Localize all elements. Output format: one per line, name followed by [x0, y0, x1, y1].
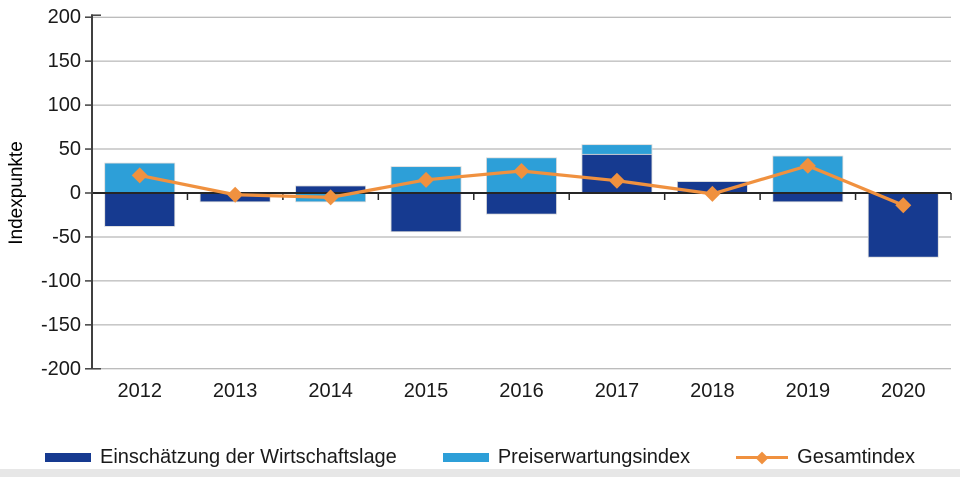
legend-label: Preiserwartungsindex	[497, 446, 691, 468]
x-tick-label: 2015	[404, 380, 449, 402]
x-tick-label: 2017	[595, 380, 640, 402]
legend-line-swatch	[736, 451, 789, 464]
x-tick-label: 2012	[117, 380, 162, 402]
line-marker-diamond	[608, 172, 625, 189]
legend-bar-swatch	[45, 453, 91, 462]
y-axis-title: Indexpunkte	[6, 141, 27, 245]
y-tick-label: -50	[52, 226, 81, 248]
chart-legend: Einschätzung der Wirtschaftslage Preiserw…	[0, 446, 960, 469]
y-tick-label: 100	[48, 94, 81, 116]
line-marker-diamond	[799, 157, 816, 174]
y-tick-label: -150	[41, 314, 81, 336]
legend-bar-swatch	[442, 453, 489, 462]
bar-segment	[390, 192, 462, 233]
line-marker-diamond	[704, 185, 721, 202]
legend-item: Gesamtindex	[736, 446, 915, 469]
y-tick-label: 150	[48, 50, 81, 72]
line-marker-diamond	[513, 163, 530, 180]
x-tick-label: 2018	[690, 380, 735, 402]
line-marker-diamond	[418, 171, 435, 188]
x-tick-label: 2019	[786, 380, 831, 402]
legend-label: Gesamtindex	[797, 446, 915, 468]
x-tick-label: 2016	[499, 380, 544, 402]
y-tick-label: -100	[41, 270, 81, 292]
y-tick-label: 200	[48, 6, 81, 28]
bottom-strip	[0, 469, 960, 477]
plot-area: -200 -150 -100 -50 0 50 100 150 200 2012 2013 2014 2…	[41, 6, 952, 402]
legend-diamond-icon	[755, 451, 769, 464]
y-tick-label: 0	[70, 182, 81, 204]
bar-segment	[772, 192, 844, 203]
y-tick-label: 50	[59, 138, 81, 160]
line-marker-diamond	[227, 186, 244, 203]
x-tick-label: 2020	[881, 380, 926, 402]
bar-segment	[581, 144, 653, 155]
line-marker-diamond	[131, 167, 148, 184]
bar-segment	[104, 192, 176, 227]
x-tick-label: 2013	[213, 380, 258, 402]
bar-segment	[486, 192, 557, 215]
line-marker-diamond	[895, 197, 912, 214]
legend-item: Preiserwartungsindex	[442, 446, 691, 469]
y-tick-label: -200	[41, 358, 81, 380]
line-marker-diamond	[322, 189, 339, 206]
legend-item: Einschätzung der Wirtschaftslage	[45, 446, 397, 469]
x-tick-label: 2014	[308, 380, 353, 402]
chart-plot: Indexpunkte -200 -150 -100 -50 0 50 100 150 200 2…	[6, 6, 952, 402]
legend-label: Einschätzung der Wirtschaftslage	[100, 446, 397, 468]
